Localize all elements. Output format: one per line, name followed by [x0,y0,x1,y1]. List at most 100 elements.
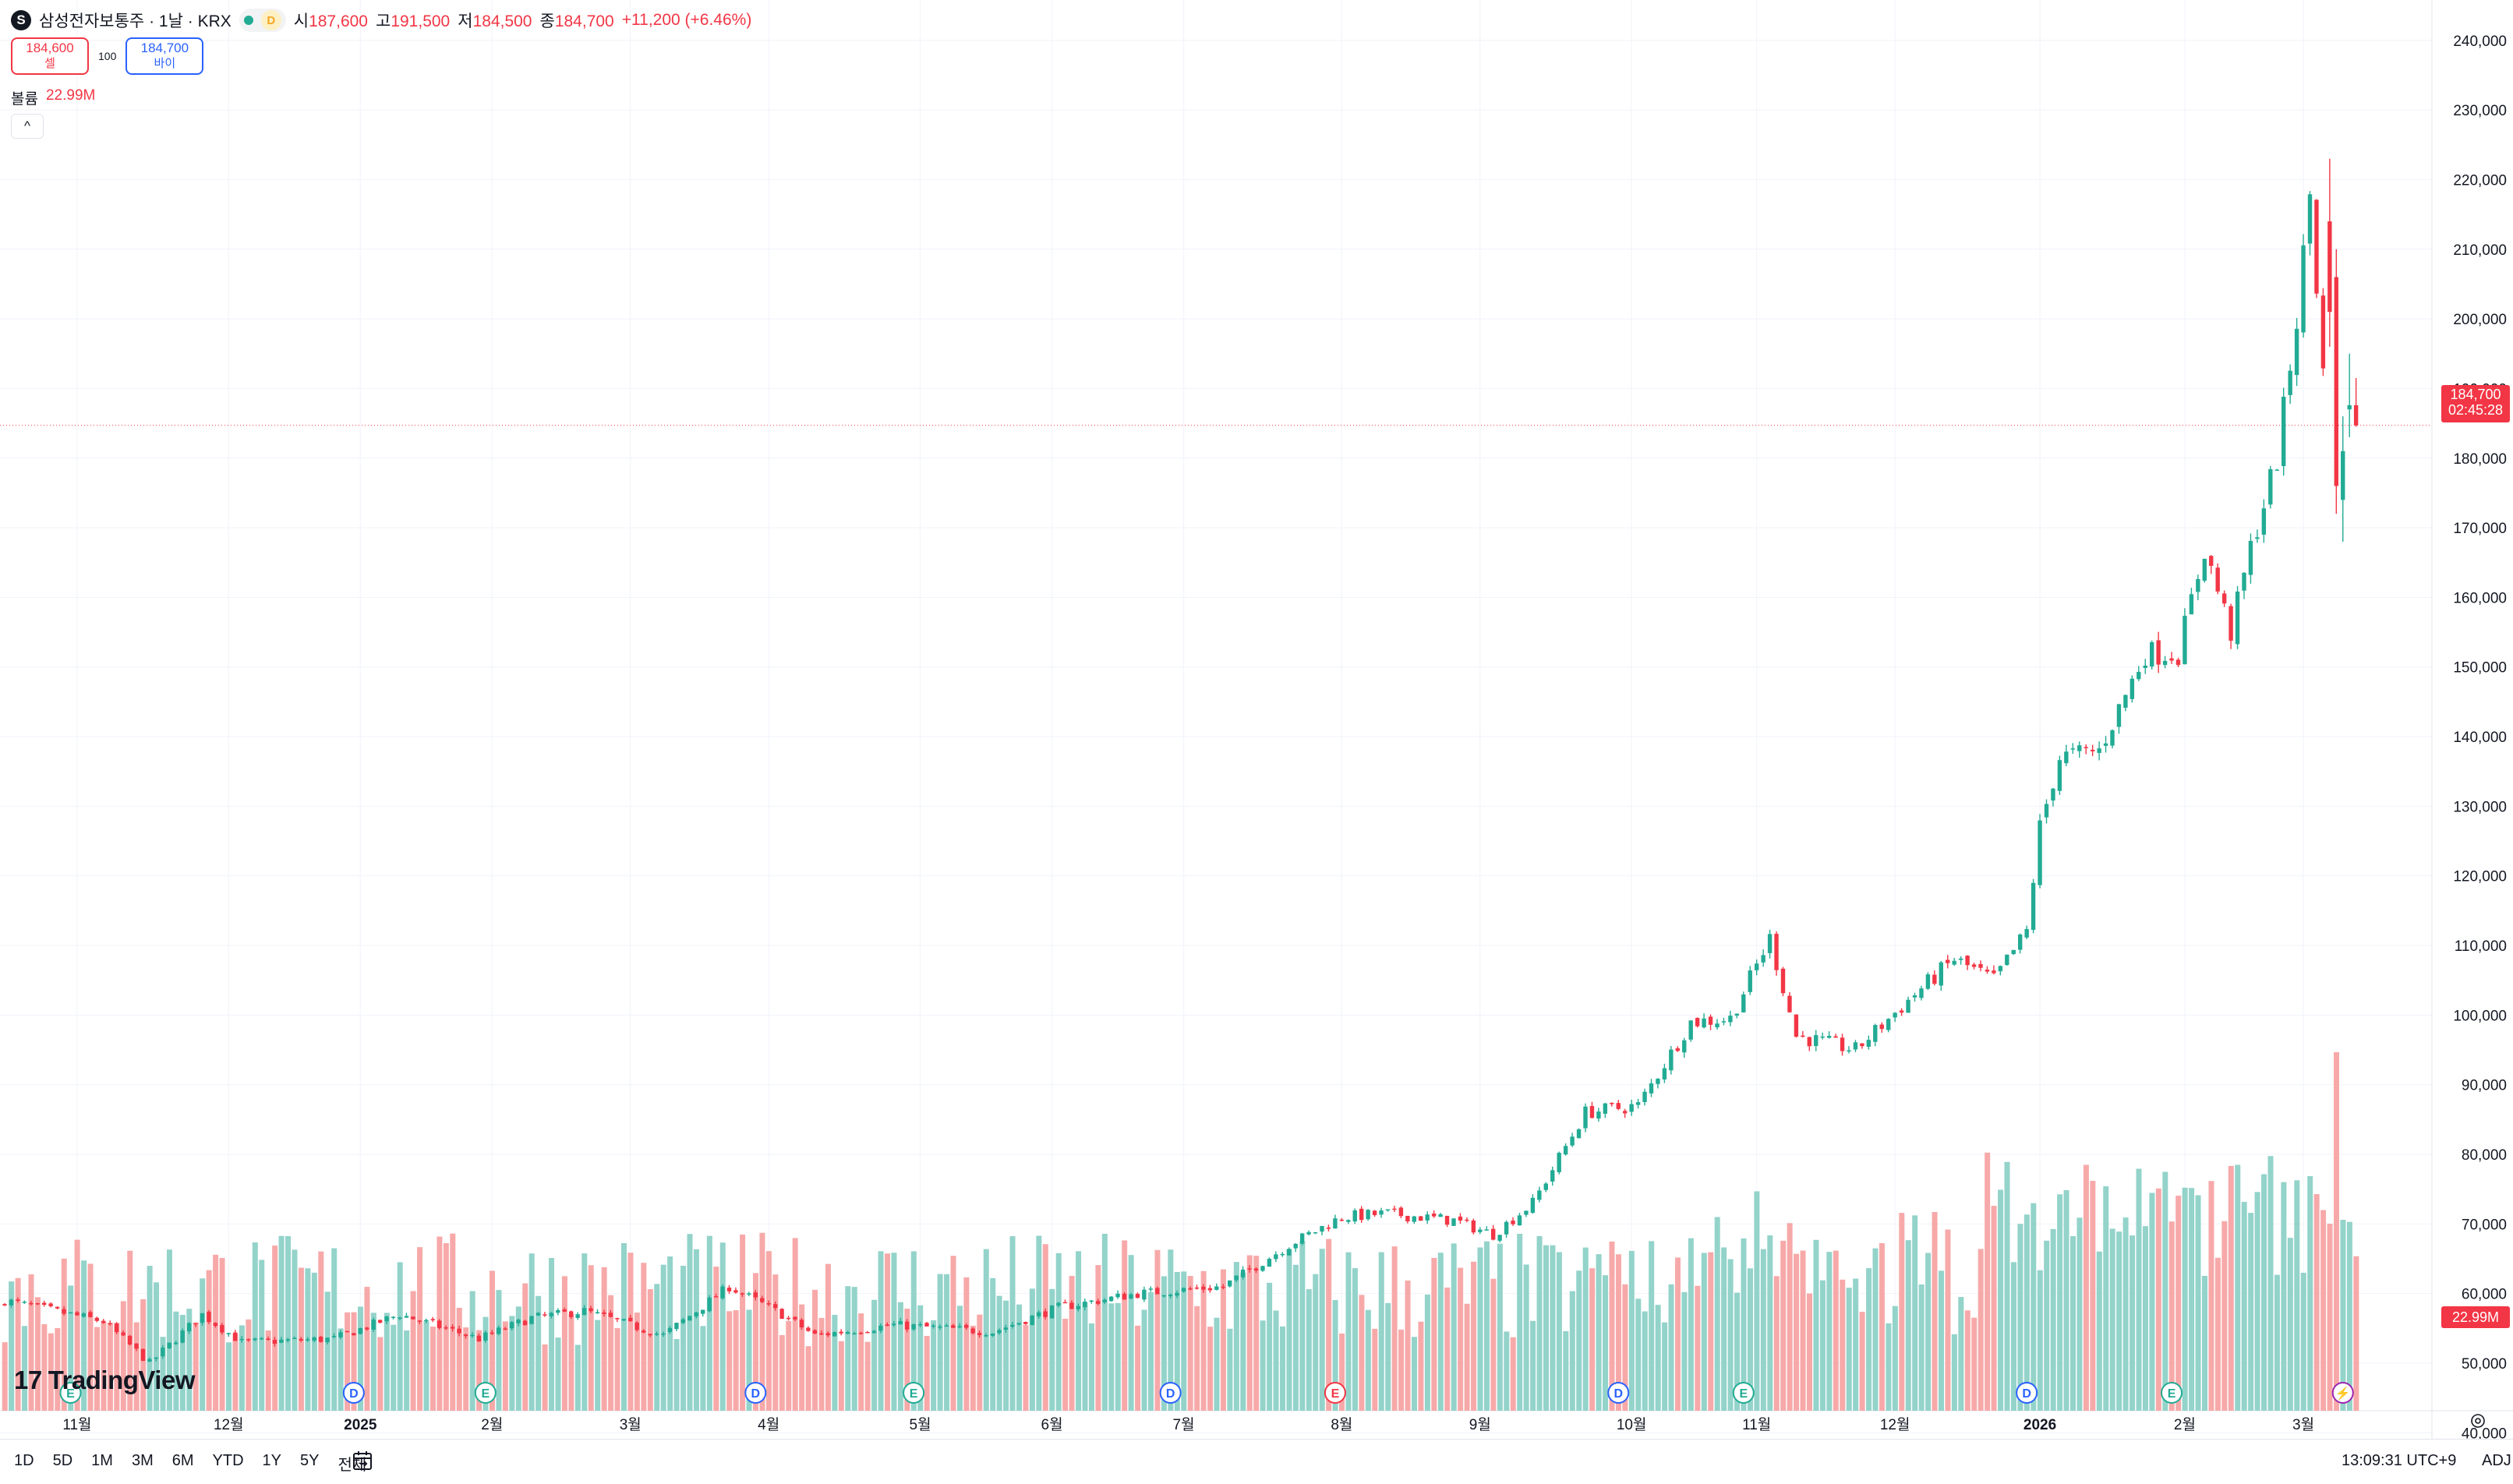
volume-bar [2109,1228,2115,1411]
candle-body [101,1320,106,1323]
volume-legend[interactable]: 볼륨 22.99M [11,87,95,108]
volume-bar [81,1260,87,1411]
candle-body [1214,1286,1219,1290]
volume-bar [1148,1291,1154,1411]
event-marker-circle [59,1382,82,1404]
candle-body [490,1332,494,1334]
range-1m[interactable]: 1M [91,1452,113,1469]
candle-body [1287,1249,1292,1256]
candle-body [1293,1243,1298,1249]
candle-body [1899,1010,1904,1013]
volume-bar [1530,1320,1536,1411]
volume-bar [2044,1240,2050,1411]
range-3m[interactable]: 3M [131,1452,154,1469]
volume-bar [1313,1274,1319,1411]
candle-body [621,1319,626,1321]
volume-bar [621,1242,627,1411]
range-5d[interactable]: 5D [52,1452,73,1469]
volume-bar [680,1266,687,1411]
volume-bar [2294,1180,2300,1411]
volume-bar [931,1320,937,1411]
candle-body [1221,1286,1225,1288]
range-1d[interactable]: 1D [14,1452,34,1469]
volume-bar [1978,1249,1984,1411]
chart-settings-icon[interactable] [2469,1412,2486,1429]
range-1y[interactable]: 1Y [262,1452,282,1469]
volume-bar [515,1306,521,1411]
candle-body [1003,1327,1009,1330]
spread-value: 100 [98,50,117,62]
candle-body [1148,1288,1153,1290]
candle-body [957,1326,962,1328]
volume-bar [2327,1223,2333,1411]
volume-bar [1596,1254,1602,1411]
candle-body [1419,1216,1423,1221]
volume-bar [2248,1213,2254,1411]
candle-body [1524,1210,1529,1215]
volume-bar [429,1327,436,1411]
volume-bar [331,1248,338,1411]
candle-body [476,1335,482,1342]
adjustment-toggle[interactable]: ADJ [2482,1452,2511,1469]
x-tick-label: 2월 [2174,1416,2196,1433]
volume-bar [1372,1328,1378,1411]
symbol-title[interactable]: 삼성전자보통주 · 1날 · KRX [39,12,232,30]
buy-button[interactable]: 184,700 바이 [125,37,204,75]
candle-body [1260,1266,1265,1271]
volume-bar [549,1257,555,1411]
volume-bar [634,1313,640,1411]
volume-bar [700,1326,706,1411]
candle-body [1431,1213,1437,1217]
volume-bar [2300,1272,2306,1411]
candle-body [266,1338,270,1340]
candle-body [1392,1208,1397,1210]
market-status-pill[interactable]: D [239,9,286,32]
volume-bar [1412,1337,1417,1411]
volume-bar [647,1289,653,1411]
volume-bar [1154,1249,1161,1411]
volume-bar [1141,1309,1147,1411]
volume-bar [1622,1284,1628,1411]
candle-body [793,1316,797,1320]
go-to-date-icon[interactable] [351,1449,374,1472]
volume-bar [990,1277,996,1411]
candle-body [1919,988,1924,998]
volume-bar [2189,1188,2195,1411]
candle-body [1478,1229,1483,1232]
range-5y[interactable]: 5Y [300,1452,320,1469]
candle-body [1043,1311,1048,1317]
candle-body [430,1319,435,1321]
candle-body [1465,1219,1469,1221]
volume-bar [509,1316,515,1411]
candle-body [140,1348,146,1361]
sell-button[interactable]: 184,600 셀 [11,37,89,75]
volume-bar [318,1251,324,1411]
price-chart-svg[interactable]: E D E D E D E D E D E ⚡ 40,000 50,000 60,000 70,000 80,… [0,0,2513,1439]
candle-body [2215,567,2220,592]
volume-bar [812,1289,818,1411]
tradingview-logo[interactable]: 17 TradingView [14,1366,196,1395]
candle-body [1385,1209,1391,1211]
timezone-clock[interactable]: 13:09:31 UTC+9 [2342,1452,2457,1469]
candle-body [2209,556,2214,566]
volume-bar [740,1234,746,1411]
range-ytd[interactable]: YTD [212,1452,244,1469]
candle-body [1228,1280,1232,1287]
volume-bar [154,1282,160,1411]
volume-bar [733,1309,739,1411]
volume-bar [1345,1252,1352,1411]
collapse-legend-button[interactable]: ^ [11,114,44,139]
volume-bar [1207,1327,1214,1411]
ohlc-open: 시187,600 [293,12,368,30]
candle-body [865,1331,870,1334]
candle-body [845,1331,850,1334]
range-6m[interactable]: 6M [171,1452,194,1469]
volume-bar [351,1312,357,1411]
candle-body [726,1288,732,1291]
candle-body [2307,194,2313,244]
candle-body [1511,1221,1515,1224]
candle-body [1108,1296,1114,1302]
event-marker-circle [744,1382,767,1404]
candle-body [2314,200,2319,294]
volume-bar [463,1327,469,1411]
